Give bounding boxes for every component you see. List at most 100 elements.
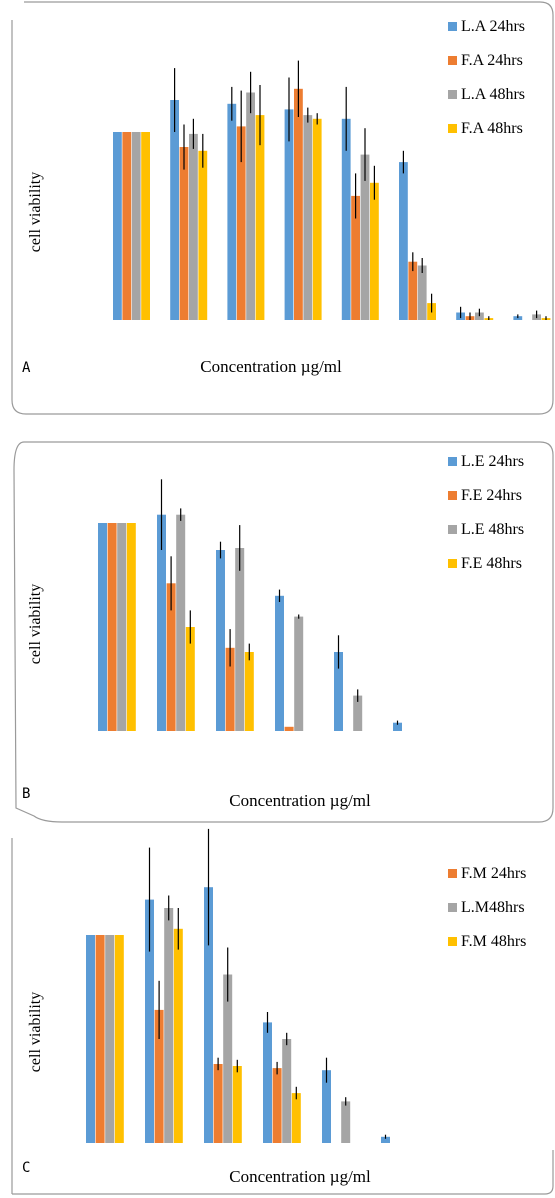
legend-swatch-c-3 (448, 937, 457, 946)
bar-a-s2-g5 (417, 265, 427, 320)
bar-a-s0-g2 (227, 103, 237, 320)
panel-a: cell viability Concentration µg/ml A L.A… (11, 1, 554, 415)
bar-c-s2-g2 (223, 974, 233, 1143)
legend-label-c-1: F.M 24hrs (461, 865, 526, 882)
bar-c-s2-g4 (341, 1101, 351, 1143)
legend-label-a-1: F.A 24hrs (461, 52, 523, 69)
bar-a-s3-g1 (198, 150, 208, 320)
bar-a-s1-g2 (236, 126, 246, 321)
panel-a-plot (113, 60, 551, 321)
legend-swatch-a-0 (448, 22, 457, 31)
bar-b-s1-g2 (225, 647, 235, 731)
panel-c-xlabel: Concentration µg/ml (229, 1167, 371, 1186)
legend-swatch-a-2 (448, 90, 457, 99)
legend-label-c-3: F.M 48hrs (461, 933, 526, 950)
bar-b-s3-g1 (185, 627, 195, 731)
bar-b-s1-g3 (284, 726, 294, 731)
bar-c-s2-g3 (282, 1039, 292, 1143)
bar-b-s2-g3 (294, 616, 304, 731)
bar-a-s0-g5 (399, 162, 408, 320)
bar-b-s3-g0 (126, 523, 136, 731)
panel-c-letter: C (22, 1160, 30, 1176)
bar-a-s0-g1 (170, 100, 179, 320)
bar-b-s2-g1 (176, 514, 186, 731)
panel-b-legend: L.E 24hrs F.E 24hrs L.E 48hrs F.E 48hrs (448, 453, 524, 572)
bar-c-s1-g1 (154, 1009, 164, 1143)
legend-swatch-b-2 (448, 525, 457, 534)
bar-a-s0-g0 (113, 132, 122, 320)
bar-a-s0-g3 (284, 109, 294, 321)
bar-a-s1-g3 (294, 88, 303, 320)
bar-b-s0-g1 (157, 514, 166, 731)
bar-c-s0-g5 (381, 1136, 390, 1143)
bar-a-s1-g4 (351, 195, 360, 320)
bar-c-s3-g3 (291, 1093, 301, 1143)
legend-label-b-3: F.E 48hrs (461, 555, 522, 572)
bar-a-s3-g2 (255, 115, 265, 320)
bar-b-s3-g2 (244, 652, 254, 731)
bar-a-s2-g4 (360, 154, 370, 320)
panel-b-xlabel: Concentration µg/ml (229, 791, 371, 810)
bar-a-s0-g4 (341, 118, 351, 320)
bar-c-s1-g0 (95, 935, 105, 1143)
bar-a-s2-g1 (189, 133, 198, 320)
bar-a-s1-g0 (122, 132, 132, 320)
legend-swatch-c-1 (448, 869, 457, 878)
bar-b-s1-g1 (166, 583, 176, 731)
bar-c-s0-g0 (86, 935, 95, 1143)
bar-c-s2-g1 (164, 908, 174, 1143)
bar-b-s0-g5 (393, 722, 402, 731)
bar-b-s2-g0 (117, 523, 127, 731)
bar-c-s0-g3 (263, 1022, 272, 1143)
bar-a-s1-g5 (408, 261, 418, 320)
bar-c-s1-g3 (272, 1068, 282, 1143)
panel-b-border (13, 441, 554, 823)
panel-a-border (11, 1, 554, 415)
panel-a-ylabel: cell viability (27, 172, 44, 252)
bar-b-s2-g4 (353, 695, 363, 731)
bar-c-s2-g0 (105, 935, 115, 1143)
bar-b-s2-g2 (235, 548, 245, 731)
bar-c-s0-g4 (322, 1070, 331, 1143)
panel-c-border (11, 838, 554, 1195)
bar-a-s3-g4 (370, 182, 379, 320)
legend-swatch-a-1 (448, 56, 457, 65)
bar-b-s0-g2 (216, 550, 225, 731)
legend-swatch-b-3 (448, 559, 457, 568)
panel-b-plot (98, 479, 402, 731)
bar-c-s3-g2 (232, 1066, 242, 1143)
panel-c: cell viability Concentration µg/ml C F.M… (11, 828, 554, 1195)
bar-a-s3-g0 (141, 132, 150, 320)
bar-b-s0-g3 (275, 595, 284, 731)
bar-a-s2-g0 (131, 132, 141, 320)
bar-c-s1-g2 (213, 1064, 223, 1143)
bar-a-s2-g6 (475, 312, 484, 320)
panel-c-legend: F.M 24hrs L.M48hrs F.M 48hrs (448, 865, 526, 950)
bar-c-s3-g0 (114, 935, 124, 1143)
bar-a-s2-g3 (303, 115, 313, 320)
panel-a-xlabel: Concentration µg/ml (200, 357, 342, 376)
bar-c-s0-g1 (145, 899, 154, 1143)
bar-a-s2-g2 (246, 92, 255, 320)
bar-b-s0-g0 (98, 523, 107, 731)
bar-a-s3-g3 (312, 118, 322, 320)
bar-b-s0-g4 (334, 652, 343, 731)
legend-label-c-2: L.M48hrs (461, 899, 525, 916)
panel-b: cell viability Concentration µg/ml B L.E… (13, 441, 554, 823)
bar-a-s1-g1 (179, 147, 189, 320)
legend-label-b-2: L.E 48hrs (461, 521, 524, 538)
panel-a-legend: L.A 24hrs F.A 24hrs L.A 48hrs F.A 48hrs (448, 18, 525, 137)
panel-a-letter: A (22, 360, 31, 376)
legend-label-a-0: L.A 24hrs (461, 18, 525, 35)
bar-b-s1-g0 (107, 523, 117, 731)
legend-swatch-a-3 (448, 124, 457, 133)
legend-swatch-c-2 (448, 903, 457, 912)
panel-b-letter: B (22, 786, 30, 802)
legend-label-a-3: F.A 48hrs (461, 120, 523, 137)
bar-c-s3-g1 (173, 928, 183, 1143)
legend-label-b-1: F.E 24hrs (461, 487, 522, 504)
legend-swatch-b-0 (448, 457, 457, 466)
legend-swatch-b-1 (448, 491, 457, 500)
panel-c-ylabel: cell viability (27, 992, 44, 1072)
